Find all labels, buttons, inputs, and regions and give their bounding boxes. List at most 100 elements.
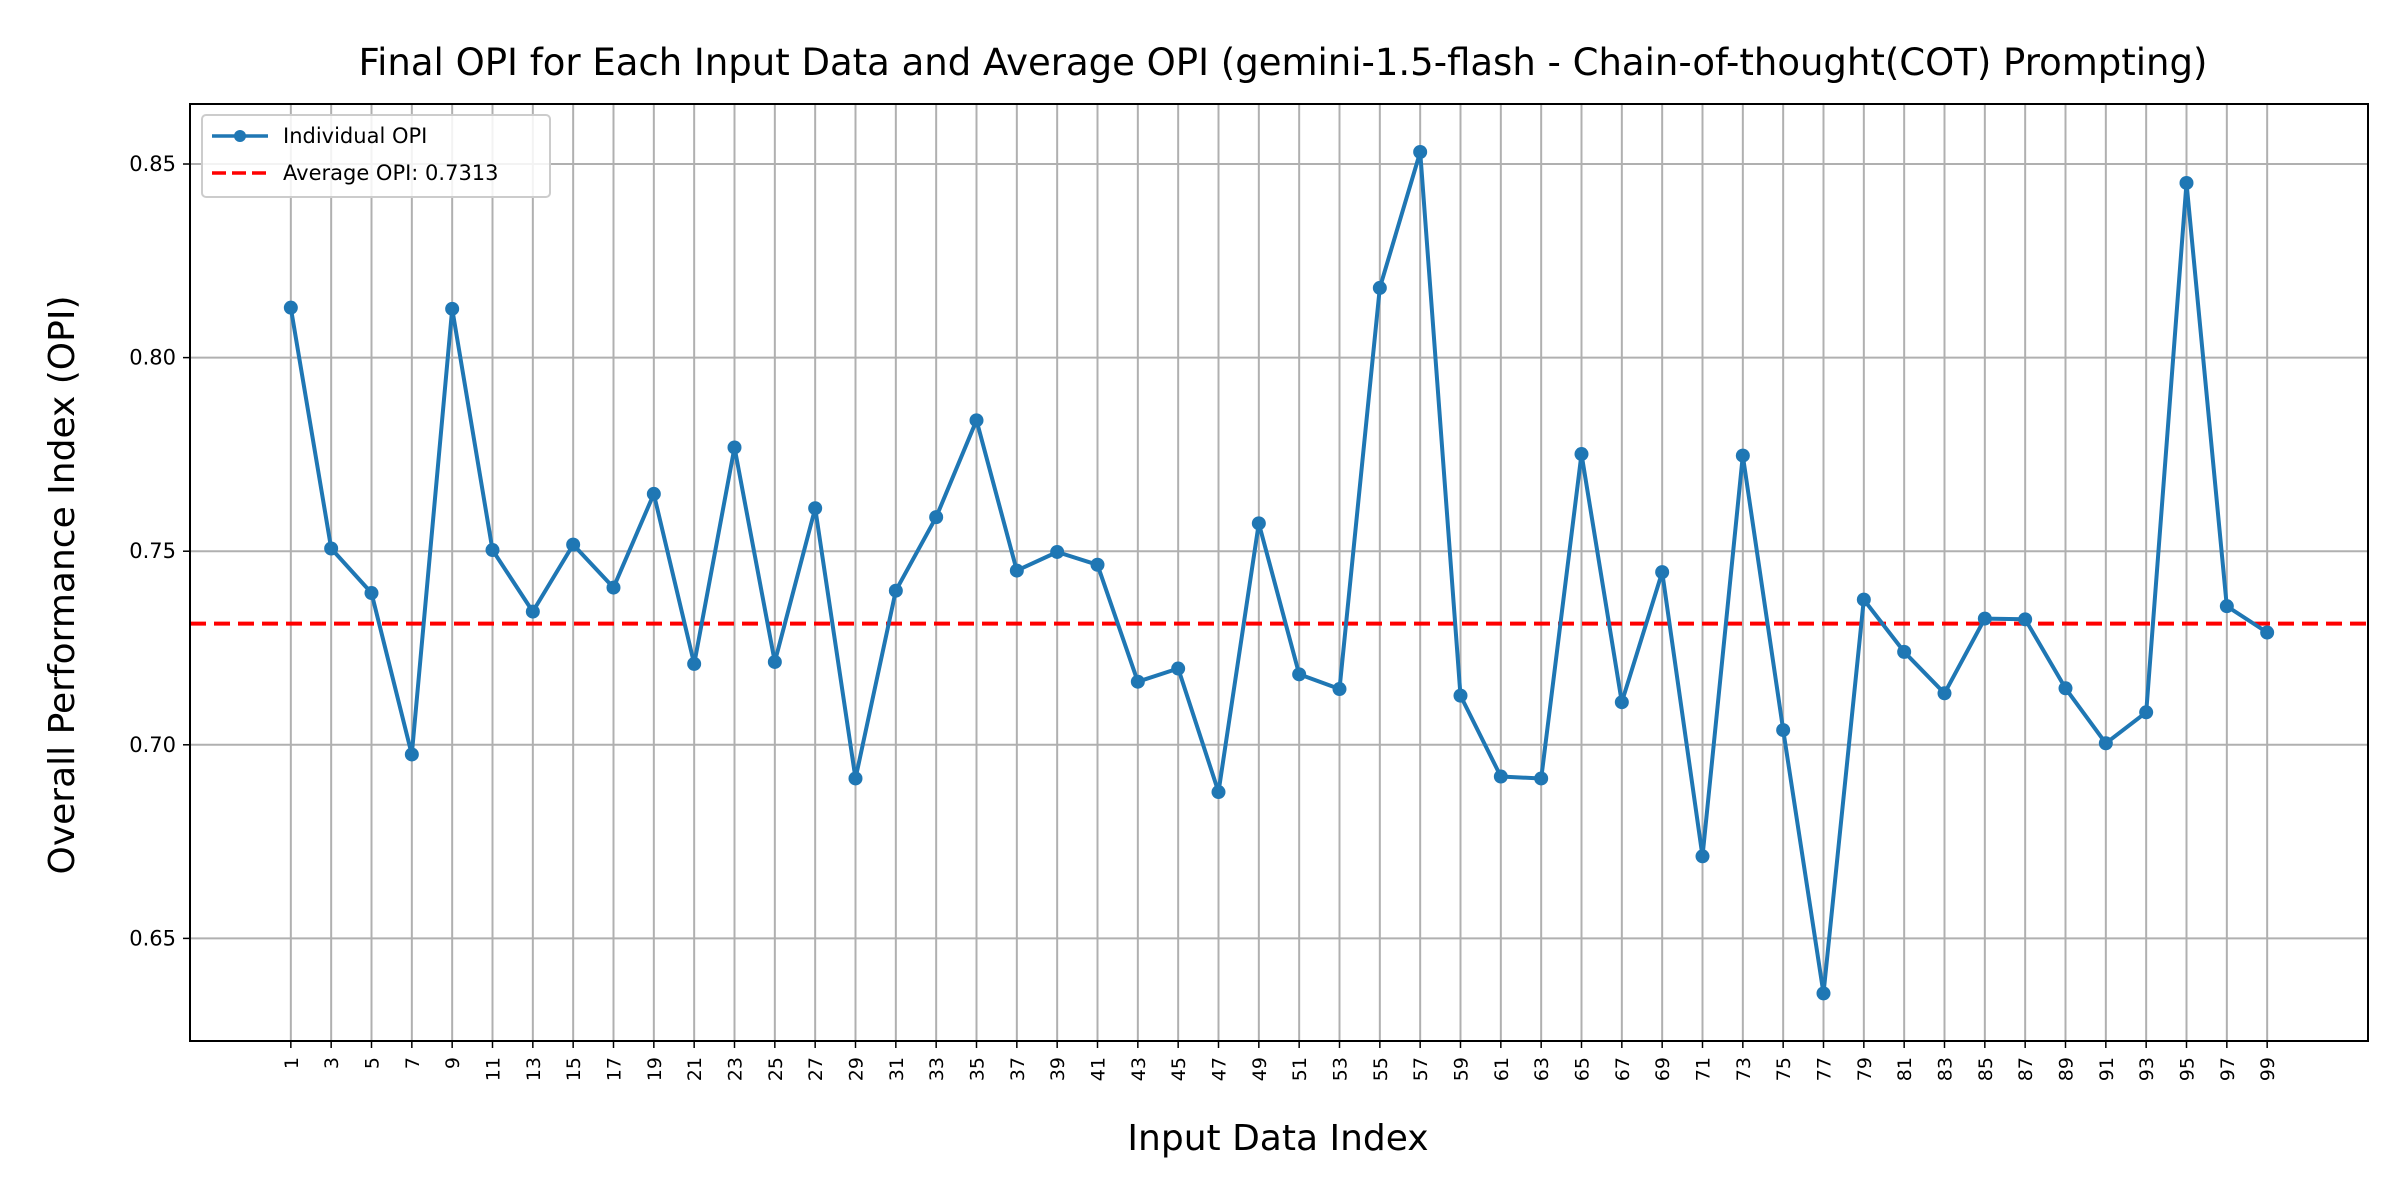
x-tick-label: 65 xyxy=(1572,1057,1594,1081)
x-tick-label: 95 xyxy=(2177,1057,2199,1081)
individual-opi-point xyxy=(687,656,702,671)
x-tick-label: 77 xyxy=(1814,1057,1836,1081)
individual-opi-point xyxy=(2098,736,2113,751)
y-axis-ticks: 0.65 0.70 0.75 0.80 0.85 xyxy=(129,152,190,950)
individual-opi-point xyxy=(929,510,944,525)
individual-opi-point xyxy=(1050,544,1065,559)
individual-opi-point xyxy=(606,580,621,595)
individual-opi-point xyxy=(566,537,581,552)
individual-opi-point xyxy=(1574,447,1589,462)
individual-opi-point xyxy=(1251,516,1266,531)
individual-opi-point xyxy=(1937,686,1952,701)
individual-opi-point xyxy=(848,771,863,786)
individual-opi-point xyxy=(2139,705,2154,720)
x-tick-label: 91 xyxy=(2096,1057,2118,1081)
legend: Individual OPI Average OPI: 0.7313 xyxy=(201,114,551,198)
individual-opi-point xyxy=(1856,592,1871,607)
legend-marker-individual-opi xyxy=(234,130,246,142)
individual-opi-point xyxy=(445,301,460,316)
individual-opi-point xyxy=(888,583,903,598)
x-tick-label: 63 xyxy=(1531,1057,1553,1081)
legend-label-average-opi: Average OPI: 0.7313 xyxy=(283,161,499,185)
y-tick-label: 0.75 xyxy=(129,539,176,563)
individual-opi-point xyxy=(1009,563,1024,578)
x-tick-label: 79 xyxy=(1854,1057,1876,1081)
x-axis-ticks: 1 3 5 7 9 11 13 15 17 19 21 23 25 27 29 31 33 35 37 39 41 43 4… xyxy=(281,1041,2279,1081)
x-tick-label: 97 xyxy=(2217,1057,2239,1081)
individual-opi-point xyxy=(2260,625,2275,640)
individual-opi-point xyxy=(2179,175,2194,190)
individual-opi-point xyxy=(1130,674,1145,689)
x-tick-label: 83 xyxy=(1935,1057,1957,1081)
chart-title: Final OPI for Each Input Data and Averag… xyxy=(359,41,2208,84)
x-tick-label: 99 xyxy=(2257,1057,2279,1081)
x-tick-label: 43 xyxy=(1128,1057,1150,1081)
x-tick-label: 45 xyxy=(1168,1057,1190,1081)
individual-opi-point xyxy=(364,586,379,601)
x-tick-label: 59 xyxy=(1451,1057,1473,1081)
x-tick-label: 27 xyxy=(805,1057,827,1081)
x-tick-label: 19 xyxy=(644,1057,666,1081)
x-tick-label: 55 xyxy=(1370,1057,1392,1081)
individual-opi-point xyxy=(808,501,823,516)
x-tick-label: 3 xyxy=(321,1057,343,1069)
individual-opi-point xyxy=(1493,769,1508,784)
individual-opi-point xyxy=(1614,695,1629,710)
x-tick-label: 7 xyxy=(402,1057,424,1069)
x-tick-label: 1 xyxy=(281,1057,303,1069)
x-tick-label: 93 xyxy=(2136,1057,2158,1081)
individual-opi-point xyxy=(2058,681,2073,696)
individual-opi-point xyxy=(1816,986,1831,1001)
individual-opi-point xyxy=(2219,599,2234,614)
individual-opi-point xyxy=(1171,661,1186,676)
y-tick-label: 0.85 xyxy=(129,152,176,176)
x-tick-label: 13 xyxy=(523,1057,545,1081)
y-tick-label: 0.70 xyxy=(129,733,176,757)
x-tick-label: 81 xyxy=(1894,1057,1916,1081)
individual-opi-point xyxy=(1977,611,1992,626)
x-tick-label: 29 xyxy=(846,1057,868,1081)
x-tick-label: 57 xyxy=(1410,1057,1432,1081)
plot-frame xyxy=(189,103,2369,1042)
y-axis-label: Overall Performance Index (OPI) xyxy=(42,296,83,875)
individual-opi-point xyxy=(969,413,984,428)
x-tick-label: 67 xyxy=(1612,1057,1634,1081)
individual-opi-point xyxy=(1655,565,1670,580)
grid-layer xyxy=(190,104,2368,1041)
x-tick-label: 41 xyxy=(1088,1057,1110,1081)
x-tick-label: 25 xyxy=(765,1057,787,1081)
x-tick-label: 51 xyxy=(1289,1057,1311,1081)
x-tick-label: 31 xyxy=(886,1057,908,1081)
x-tick-label: 85 xyxy=(1975,1057,1997,1081)
x-tick-label: 75 xyxy=(1773,1057,1795,1081)
x-tick-label: 61 xyxy=(1491,1057,1513,1081)
x-axis-label: Input Data Index xyxy=(1127,1118,1428,1159)
individual-opi-point xyxy=(1776,723,1791,738)
x-tick-label: 39 xyxy=(1047,1057,1069,1081)
x-tick-label: 23 xyxy=(725,1057,747,1081)
x-tick-label: 35 xyxy=(967,1057,989,1081)
x-tick-label: 49 xyxy=(1249,1057,1271,1081)
individual-opi-point xyxy=(1897,644,1912,659)
individual-opi-point xyxy=(1211,785,1226,800)
x-tick-label: 37 xyxy=(1007,1057,1029,1081)
individual-opi-point xyxy=(727,440,742,455)
individual-opi-point xyxy=(1332,682,1347,697)
individual-opi-point xyxy=(525,604,540,619)
x-tick-label: 71 xyxy=(1693,1057,1715,1081)
x-tick-label: 33 xyxy=(926,1057,948,1081)
individual-opi-point xyxy=(1735,448,1750,463)
individual-opi-point xyxy=(283,300,298,315)
individual-opi-point xyxy=(1413,145,1428,160)
x-tick-label: 21 xyxy=(684,1057,706,1081)
individual-opi-point xyxy=(767,654,782,669)
individual-opi-point xyxy=(1534,771,1549,786)
x-tick-label: 89 xyxy=(2056,1057,2078,1081)
x-tick-label: 73 xyxy=(1733,1057,1755,1081)
individual-opi-point xyxy=(1292,667,1307,682)
individual-opi-point xyxy=(485,543,500,558)
legend-box xyxy=(201,114,551,198)
individual-opi-point xyxy=(1372,280,1387,295)
x-tick-label: 5 xyxy=(362,1057,384,1069)
